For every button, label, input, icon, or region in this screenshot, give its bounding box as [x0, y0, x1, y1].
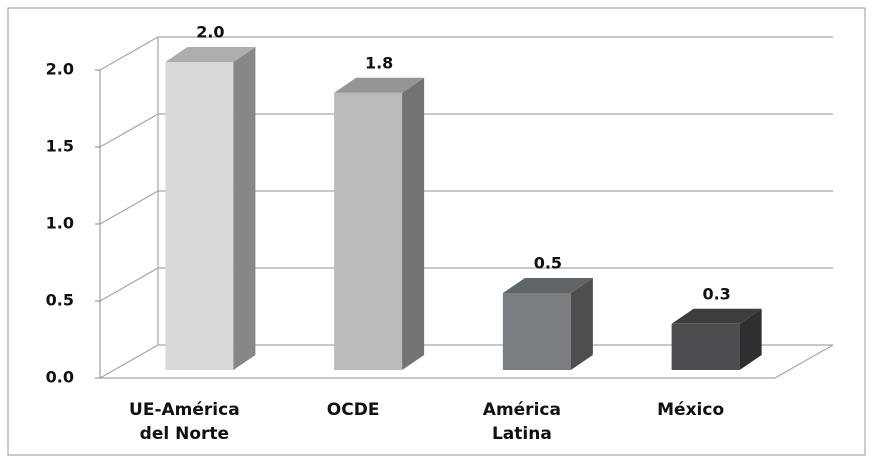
- bar-top: [502, 278, 593, 293]
- floor-edge: [100, 344, 834, 379]
- bar-top: [165, 47, 256, 62]
- value-label: 0.5: [534, 254, 562, 273]
- bar-side: [233, 47, 256, 370]
- x-tick-label: México: [657, 400, 725, 420]
- bar-top: [671, 308, 762, 324]
- x-tick-label: OCDE: [326, 400, 380, 420]
- value-label: 0.3: [702, 284, 730, 303]
- frame: [7, 7, 866, 456]
- bar-side: [402, 77, 425, 371]
- y-tick-label: 0.5: [46, 291, 74, 310]
- y-tick-label: 1.0: [46, 214, 74, 233]
- bar-front: [671, 323, 740, 370]
- bar-front: [334, 92, 403, 371]
- bar-front: [502, 293, 571, 370]
- bar-front: [165, 62, 234, 370]
- y-tick-label: 1.5: [46, 137, 74, 156]
- grid-line: [99, 190, 833, 225]
- y-tick-label: 0.0: [46, 368, 74, 387]
- bar-top: [334, 77, 425, 93]
- value-label: 1.8: [365, 53, 393, 72]
- x-tick-label: UE-América del Norte: [129, 400, 240, 444]
- grid-line: [99, 36, 833, 71]
- value-label: 2.0: [196, 23, 224, 42]
- y-tick-label: 2.0: [46, 60, 74, 79]
- grid-line: [99, 267, 833, 302]
- x-tick-label: América Latina: [482, 400, 561, 444]
- grid-line: [99, 344, 833, 379]
- bar-side: [739, 308, 762, 370]
- bar-side: [570, 278, 593, 370]
- grid-line: [99, 113, 833, 148]
